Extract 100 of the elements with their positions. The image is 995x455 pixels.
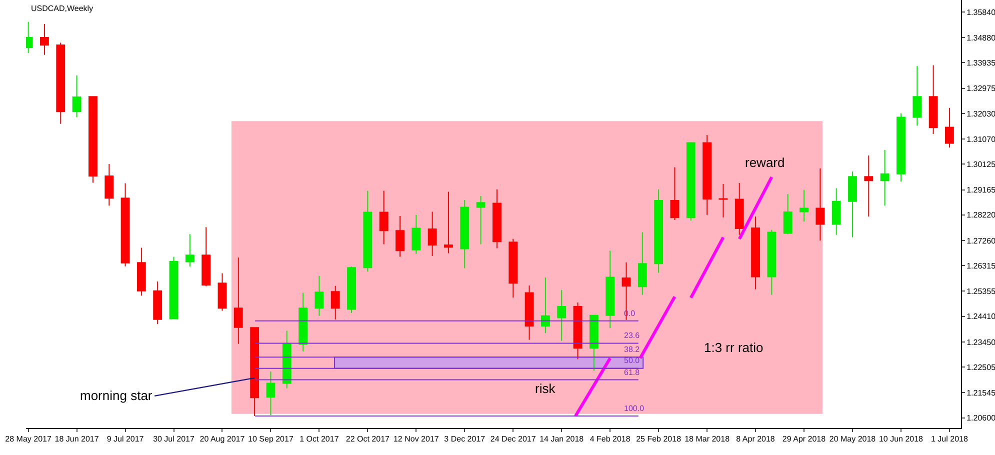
x-tick-label: 4 Feb 2018: [590, 434, 631, 444]
annotation: 23.6: [624, 331, 640, 340]
candlestick: [476, 196, 486, 245]
candlestick: [816, 168, 825, 241]
candlestick: [573, 302, 582, 360]
candlestick: [218, 272, 227, 312]
candlestick: [347, 266, 356, 314]
candlestick: [202, 226, 211, 287]
candlestick: [734, 182, 744, 236]
x-tick-label: 10 Jun 2018: [878, 434, 924, 444]
candlestick: [751, 216, 760, 290]
x-tick-label: 20 May 2018: [829, 434, 876, 444]
candlestick: [412, 214, 421, 254]
candlestick: [686, 142, 696, 222]
candlestick: [912, 66, 922, 126]
x-tick-label: 30 Jul 2017: [153, 434, 195, 444]
x-tick-label: 29 Apr 2018: [782, 434, 826, 444]
annotation: reward: [745, 155, 785, 170]
candlestick: [298, 292, 308, 352]
candlestick: [56, 42, 66, 124]
y-tick-label: 1.27260: [966, 236, 995, 246]
x-tick-label: 18 Jun 2017: [54, 434, 100, 444]
annotation: 100.0: [624, 404, 645, 413]
annotation: 61.8: [624, 368, 640, 377]
y-tick-label: 1.21545: [966, 388, 995, 398]
y-tick-label: 1.32975: [966, 84, 995, 94]
y-tick-label: 1.24410: [966, 312, 995, 322]
candlestick: [589, 314, 598, 372]
x-tick-label: 14 Jan 2018: [540, 434, 584, 444]
annotation: risk: [535, 381, 556, 396]
x-tick-label: 18 Mar 2018: [684, 434, 730, 444]
y-tick-label: 1.33935: [966, 58, 995, 68]
candlestick: [460, 200, 470, 269]
candlestick: [379, 190, 388, 245]
x-tick-label: 22 Oct 2017: [346, 434, 390, 444]
candlestick: [330, 286, 340, 320]
candlestick: [104, 164, 114, 206]
candlestick: [945, 107, 954, 148]
candlestick: [848, 171, 857, 238]
candlestick: [153, 281, 162, 325]
annotation: morning star: [80, 388, 153, 403]
x-tick-label: 25 Feb 2018: [636, 434, 682, 444]
candlestick: [767, 229, 776, 296]
candlestick: [540, 277, 550, 334]
candlestick: [314, 275, 324, 316]
x-tick-label: 9 Jul 2017: [106, 434, 144, 444]
candlestick: [185, 234, 194, 268]
candlestick: [396, 216, 404, 258]
x-tick-label: 8 Apr 2018: [736, 434, 776, 444]
candlestick: [670, 166, 680, 220]
candlestick: [120, 182, 130, 267]
x-tick-label: 12 Nov 2017: [393, 434, 440, 444]
text: USDCAD,Weekly: [31, 4, 94, 13]
candlestick: [492, 188, 502, 249]
candlestick: [428, 211, 437, 256]
annotation: 38.2: [624, 345, 640, 354]
x-tick-label: 10 Sep 2017: [248, 434, 294, 444]
y-tick-label: 1.29165: [966, 186, 995, 195]
y-tick-label: 1.30125: [966, 160, 995, 169]
candlestick: [136, 247, 146, 296]
candlestick: [654, 188, 664, 274]
candlestick: [606, 250, 615, 329]
annotation: 1:3 rr ratio: [704, 340, 764, 355]
x-tick-label: 20 Aug 2017: [200, 434, 246, 444]
y-tick-label: 1.35840: [966, 8, 995, 17]
candlestick: [234, 257, 243, 344]
y-tick-label: 1.26315: [966, 261, 995, 270]
candlestick: [282, 330, 292, 389]
candlestick: [88, 96, 98, 184]
y-tick-label: 1.34880: [966, 33, 995, 42]
candlestick: [880, 149, 890, 206]
candlestick: [72, 74, 82, 118]
candlestick: [524, 285, 534, 340]
candlestick: [832, 188, 841, 236]
y-tick-label: 1.23450: [966, 338, 995, 347]
y-tick-label: 1.25355: [966, 287, 995, 296]
x-tick-label: 1 Oct 2017: [300, 434, 340, 444]
candlestick: [783, 194, 792, 235]
candlestick: [638, 232, 647, 296]
x-tick-label: 24 Dec 2017: [490, 434, 536, 444]
candlestick: [40, 23, 49, 56]
y-tick-label: 1.20600: [966, 414, 995, 423]
candlestick: [363, 190, 372, 272]
candlestick: [864, 155, 874, 218]
y-tick-label: 1.32030: [966, 109, 995, 118]
candlestick: [800, 189, 808, 222]
candlestick: [444, 191, 453, 254]
candlestick: [702, 134, 712, 216]
y-tick-label: 1.31070: [966, 134, 995, 144]
candlestick: [557, 290, 566, 342]
candlestick: [928, 64, 938, 134]
y-tick-label: 1.22505: [966, 362, 995, 372]
candlestick: [718, 184, 728, 218]
x-tick-label: 1 Jul 2018: [931, 434, 968, 444]
candlestick: [169, 256, 178, 320]
annotation: 50.0: [624, 356, 640, 365]
candlestick: [266, 371, 276, 416]
candlestick: [250, 327, 260, 417]
x-tick-label: 28 May 2017: [5, 434, 52, 444]
y-tick-label: 1.28220: [966, 210, 995, 220]
